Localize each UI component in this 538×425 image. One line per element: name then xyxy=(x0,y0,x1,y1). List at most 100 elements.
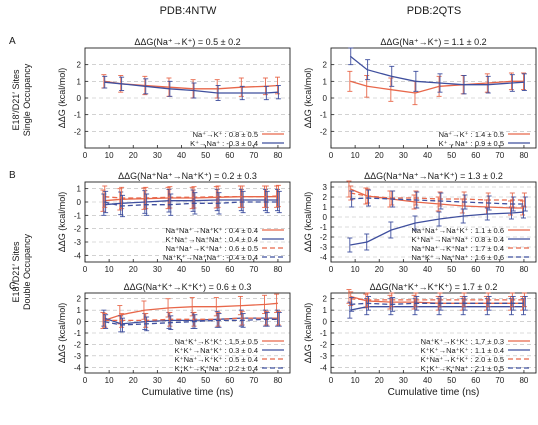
x-tick-label: 40 xyxy=(177,265,186,274)
row-group-label-double-line2: Double Occupancy xyxy=(22,233,32,310)
x-tick-label: 70 xyxy=(495,265,504,274)
x-tick-label: 40 xyxy=(423,376,432,385)
series-line xyxy=(104,317,278,322)
x-tick-label: 70 xyxy=(249,376,258,385)
legend-label: Na⁺→K⁺ : 1.4 ± 0.5 xyxy=(439,130,504,139)
legend-label: Na⁺K⁺→Na⁺Na⁺ : -0.4 ± 0.4 xyxy=(163,253,258,262)
x-tick-label: 0 xyxy=(83,376,88,385)
legend-label: Na⁺K⁺→Na⁺Na⁺ : 1.6 ± 0.6 xyxy=(412,253,505,262)
series-4 xyxy=(349,295,528,312)
y-tick-label: -3 xyxy=(74,352,82,361)
panel-title: ΔΔG(Na⁺Na⁺→Na⁺K⁺) = 1.3 ± 0.2 xyxy=(364,171,503,181)
series-2 xyxy=(348,47,527,95)
column-title-4ntw: PDB:4NTW xyxy=(160,5,217,17)
row-group-label-single: E18′/D21′ Sites Single Occupancy xyxy=(11,63,32,136)
y-tick-label: -2 xyxy=(320,340,328,349)
x-tick-label: 30 xyxy=(399,265,408,274)
series-line xyxy=(350,302,524,306)
x-tick-label: 80 xyxy=(519,265,528,274)
row-label-a: A xyxy=(9,36,16,47)
x-tick-label: 20 xyxy=(375,376,384,385)
y-tick-label: 3 xyxy=(323,183,328,192)
row-group-label-double: E18′/D21′ Sites Double Occupancy xyxy=(11,233,32,310)
x-tick-label: 80 xyxy=(519,376,528,385)
row-group-label-double-line1: E18′/D21′ Sites xyxy=(11,241,21,302)
series-line xyxy=(104,302,278,322)
x-tick-label: 0 xyxy=(329,265,334,274)
x-tick-label: 30 xyxy=(153,151,162,160)
series-4 xyxy=(103,311,282,333)
legend-label: K⁺K⁺→Na⁺K⁺ : 1.1 ± 0.4 xyxy=(421,346,504,355)
legend-label: Na⁺Na⁺→Na⁺K⁺ : 1.1 ± 0.6 xyxy=(412,226,505,235)
x-tick-label: 40 xyxy=(177,151,186,160)
legend-label: Na⁺→K⁺ : 0.8 ± 0.5 xyxy=(193,130,258,139)
y-tick-label: 1 xyxy=(77,306,82,315)
series-2 xyxy=(101,188,280,216)
x-tick-label: 50 xyxy=(447,376,456,385)
plot-frame xyxy=(84,292,291,374)
y-axis-label: ΔΔG (kcal/mol) xyxy=(57,303,67,364)
series-1 xyxy=(101,74,280,99)
x-tick-label: 80 xyxy=(273,265,282,274)
x-tick-label: 30 xyxy=(153,265,162,274)
series-line xyxy=(104,318,278,326)
plot-frame xyxy=(330,292,537,374)
series-4 xyxy=(103,190,282,218)
legend-label: K⁺→Na⁺ : -0.3 ± 0.4 xyxy=(190,139,258,148)
y-axis-label: ΔΔG (kcal/mol) xyxy=(303,192,313,253)
x-tick-label: 80 xyxy=(273,376,282,385)
panel-title: ΔΔG(Na⁺→K⁺) = 1.1 ± 0.2 xyxy=(380,37,486,47)
x-tick-label: 50 xyxy=(201,376,210,385)
y-tick-label: -4 xyxy=(74,251,82,260)
panel-title: ΔΔG(Na⁺K⁺→K⁺K⁺) = 1.7 ± 0.2 xyxy=(370,282,498,292)
legend-label: K⁺→Na⁺ : 0.9 ± 0.5 xyxy=(439,139,504,148)
y-tick-label: 2 xyxy=(323,193,328,202)
y-tick-label: -3 xyxy=(320,243,328,252)
legend-label: K⁺Na⁺→Na⁺Na⁺ : 0.8 ± 0.4 xyxy=(412,235,505,244)
plot-frame xyxy=(84,181,291,263)
x-tick-label: 40 xyxy=(177,376,186,385)
x-tick-label: 70 xyxy=(495,151,504,160)
y-tick-label: 2 xyxy=(77,61,82,70)
y-tick-label: 0 xyxy=(77,318,82,327)
y-tick-label: -1 xyxy=(320,223,328,232)
x-tick-label: 20 xyxy=(375,151,384,160)
x-axis-label: Cumulative time (ns) xyxy=(388,387,480,398)
legend-label: Na⁺Na⁺→K⁺Na⁺ : 1.7 ± 0.4 xyxy=(412,244,505,253)
x-tick-label: 10 xyxy=(105,151,114,160)
y-tick-label: -4 xyxy=(320,253,328,262)
plot-frame xyxy=(330,181,537,263)
legend-label: K⁺K⁺→K⁺Na⁺ : 2.1 ± 0.5 xyxy=(421,364,504,373)
series-line xyxy=(104,201,278,207)
plot-frame xyxy=(330,47,537,149)
x-tick-label: 50 xyxy=(447,151,456,160)
y-tick-label: -3 xyxy=(320,352,328,361)
x-tick-label: 10 xyxy=(351,376,360,385)
y-tick-label: -2 xyxy=(320,233,328,242)
x-tick-label: 60 xyxy=(225,151,234,160)
legend-label: Na⁺Na⁺→K⁺Na⁺ : 0.6 ± 0.5 xyxy=(166,244,259,253)
x-tick-label: 0 xyxy=(83,265,88,274)
y-tick-label: -1 xyxy=(74,211,82,220)
legend-label: K⁺Na⁺→K⁺K⁺ : 2.0 ± 0.5 xyxy=(421,355,504,364)
x-tick-label: 60 xyxy=(471,265,480,274)
series-2 xyxy=(102,75,281,101)
x-tick-label: 0 xyxy=(329,376,334,385)
y-tick-label: 0 xyxy=(77,94,82,103)
series-3 xyxy=(102,310,281,328)
y-tick-label: -2 xyxy=(74,340,82,349)
legend-label: K⁺K⁺→K⁺Na⁺ : 0.2 ± 0.4 xyxy=(175,364,258,373)
plot-frame xyxy=(84,47,291,149)
x-tick-label: 10 xyxy=(105,376,114,385)
x-tick-label: 10 xyxy=(351,151,360,160)
series-line xyxy=(350,197,524,205)
row-group-label-single-line2: Single Occupancy xyxy=(22,63,32,136)
x-axis-label: Cumulative time (ns) xyxy=(142,387,234,398)
series-4 xyxy=(349,189,528,212)
x-tick-label: 70 xyxy=(495,376,504,385)
y-tick-label: 0 xyxy=(323,94,328,103)
y-tick-label: -1 xyxy=(74,329,82,338)
